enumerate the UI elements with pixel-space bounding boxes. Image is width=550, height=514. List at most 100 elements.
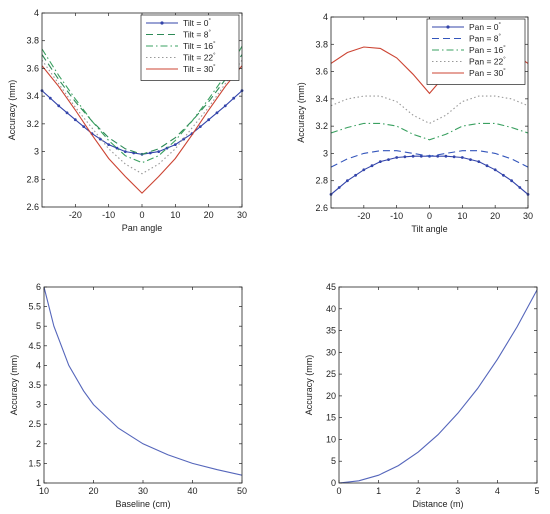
series-marker: [148, 151, 152, 155]
legend-entry: Tilt = 0°: [183, 18, 211, 28]
x-tick-label: 5: [534, 486, 539, 496]
legend-degree-sup: °: [208, 19, 211, 25]
y-tick-label: 20: [326, 391, 336, 401]
y-tick-label: 3.4: [26, 91, 39, 101]
x-axis-label: Distance (m): [412, 499, 463, 509]
legend-entry: Pan = 22°: [469, 57, 506, 67]
series-marker: [370, 164, 374, 168]
y-tick-label: 2.5: [28, 419, 41, 429]
series-marker: [518, 186, 522, 189]
y-tick-label: 25: [326, 369, 336, 379]
legend-entry: Pan = 0°: [469, 22, 502, 32]
series-marker: [107, 143, 111, 147]
y-tick-label: 4: [34, 8, 39, 18]
legend-degree-sup: °: [213, 53, 216, 59]
y-tick-label: 2.8: [26, 174, 39, 184]
series-marker: [123, 150, 127, 154]
y-tick-label: 5: [331, 456, 336, 466]
legend-marker: [160, 21, 164, 25]
y-tick-label: 5.5: [28, 302, 41, 312]
y-tick-label: 4: [36, 360, 41, 370]
axes-frame: [338, 286, 538, 484]
series-marker: [362, 168, 366, 172]
legend-degree-sup: °: [499, 34, 502, 40]
series-line-2: [331, 150, 528, 168]
series-marker: [57, 104, 61, 108]
series-marker: [411, 154, 415, 158]
y-tick-label: 10: [326, 434, 336, 444]
legend-degree-sup: °: [213, 42, 216, 48]
y-tick-label: 2.6: [26, 202, 39, 212]
series-marker: [493, 168, 497, 172]
x-tick-label: 30: [138, 486, 148, 496]
legend: Tilt = 0° Tilt = 8°Tilt = 16° Tilt = 22°Ti…: [140, 14, 240, 81]
x-tick-label: -10: [390, 211, 403, 221]
series-marker: [444, 154, 448, 158]
series-marker: [337, 186, 341, 189]
legend-entry: Tilt = 8°: [183, 30, 211, 40]
y-tick-label: 3.2: [26, 119, 39, 129]
y-tick-label: 5: [36, 321, 41, 331]
y-tick-label: 2.8: [315, 176, 328, 186]
y-axis-label: Accuracy (mm): [9, 355, 19, 416]
series-marker: [215, 111, 219, 115]
x-axis-label: Baseline (cm): [115, 499, 170, 509]
legend-entry: Tilt = 22°: [183, 53, 216, 63]
series-marker: [395, 156, 399, 159]
y-axis-label: Accuracy (mm): [304, 355, 314, 416]
x-tick-label: 40: [187, 486, 197, 496]
y-tick-label: 6: [36, 282, 41, 292]
x-axis-label: Pan angle: [122, 223, 163, 233]
series-marker: [378, 160, 382, 164]
x-tick-label: -20: [69, 210, 82, 220]
y-tick-label: 2: [36, 439, 41, 449]
legend-box: [426, 18, 526, 85]
legend-degree-sup: °: [503, 46, 506, 52]
legend-entry: Pan = 16°: [469, 45, 506, 55]
series-marker: [419, 154, 423, 158]
series-marker: [403, 155, 407, 159]
y-axis-label: Accuracy (mm): [296, 82, 306, 143]
y-tick-label: 3: [34, 147, 39, 157]
chart-panel-2: -20 -10 0 10 20 30 2.6 2.8 3 3.2 3.4 3.6 3.8 4 Tilt an…: [296, 12, 533, 234]
y-tick-label: 0: [331, 478, 336, 488]
y-axis-label: Accuracy (mm): [7, 80, 17, 141]
x-tick-label: 30: [523, 211, 533, 221]
legend-degree-sup: °: [503, 69, 506, 75]
series-marker: [82, 125, 86, 128]
x-tick-label: 50: [237, 486, 247, 496]
series-line-4: [331, 95, 528, 125]
series-marker: [223, 104, 227, 108]
series-marker: [502, 173, 505, 177]
x-axis-label: Tilt angle: [411, 224, 447, 234]
series-marker: [115, 146, 119, 150]
series-marker: [485, 164, 489, 168]
series-marker: [173, 143, 177, 147]
y-tick-label: 3.6: [315, 67, 328, 77]
series-marker: [98, 137, 102, 141]
x-tick-label: 1: [376, 486, 381, 496]
y-tick-label: 3.4: [315, 94, 328, 104]
legend-entry: Tilt = 30°: [183, 64, 216, 74]
series-marker: [436, 154, 440, 158]
series-marker: [73, 118, 77, 122]
y-tick-label: 1: [36, 478, 41, 488]
series-marker: [232, 96, 236, 100]
y-tick-label: 3.6: [26, 63, 39, 73]
y-tick-label: 2.6: [315, 203, 328, 213]
y-tick-label: 3.5: [28, 380, 41, 390]
y-tick-label: 35: [326, 326, 336, 336]
legend-degree-sup: °: [213, 65, 216, 71]
series-marker: [354, 173, 357, 177]
y-tick-label: 45: [326, 282, 336, 292]
y-tick-label: 3: [323, 148, 328, 158]
y-tick-label: 4.5: [28, 341, 41, 351]
series-marker: [346, 179, 349, 183]
series-marker: [198, 125, 202, 128]
legend-marker: [446, 25, 450, 29]
y-tick-label: 4: [323, 12, 328, 22]
x-tick-label: 20: [490, 211, 500, 221]
legend-box: [140, 14, 240, 81]
x-tick-label: 10: [457, 211, 467, 221]
